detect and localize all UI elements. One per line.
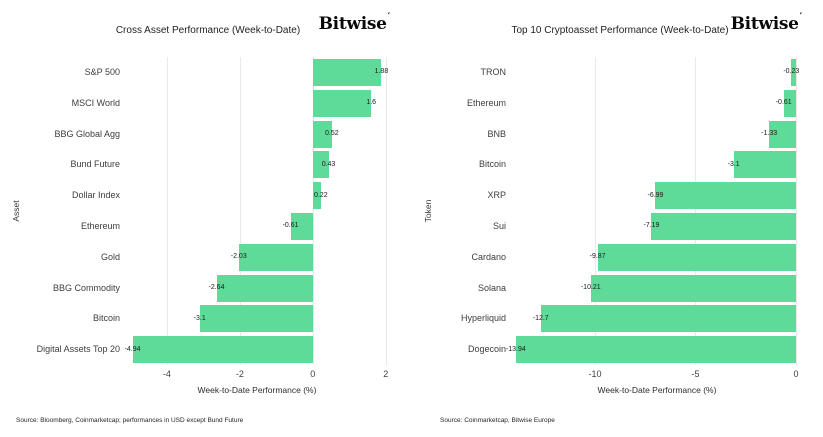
- gridline: [166, 57, 168, 365]
- bar-value-label: -13.94: [505, 345, 526, 353]
- bar: [791, 58, 796, 86]
- bitwise-logo: Bitwise′: [730, 12, 803, 34]
- chart-title: Top 10 Cryptoasset Performance (Week-to-…: [511, 25, 729, 36]
- bar-value-label: -0.61: [282, 222, 299, 230]
- cross-asset-chart-panel: Cross Asset Performance (Week-to-Date) B…: [6, 0, 410, 437]
- chart-title: Cross Asset Performance (Week-to-Date): [115, 25, 301, 36]
- bar: [515, 336, 796, 364]
- category-labels: TRON Ethereum BNB Bitcoin XRP Sui Cardano Solan…: [418, 57, 506, 365]
- bar: [540, 305, 796, 333]
- tick-label: 0: [793, 369, 799, 379]
- bar: [199, 305, 313, 333]
- tick-label: 2: [383, 369, 389, 379]
- bar: [312, 89, 372, 117]
- bar-value-label: -12.7: [532, 314, 549, 322]
- bar-value-label: -2.64: [208, 284, 225, 291]
- bar: [290, 212, 313, 240]
- bar-value-label: 1.6: [366, 99, 377, 107]
- category-label: S&P 500: [84, 67, 120, 77]
- bar-value-label: -1.33: [761, 130, 778, 137]
- bitwise-logo-text: Bitwise: [730, 14, 799, 34]
- bar: [312, 58, 382, 86]
- plot-area: 1.88 1.6 0.52 0.43 0.22 -0.61 -2.03 -2.64 -3.1 -4…: [122, 57, 392, 365]
- bar-value-label: -2.03: [230, 253, 247, 261]
- bar-value-label: 0.43: [321, 160, 336, 168]
- bar-value-label: -10.21: [580, 284, 601, 291]
- bar-value-label: 1.88: [374, 68, 389, 76]
- bar-value-label: -0.61: [775, 99, 792, 107]
- category-label: Hyperliquid: [460, 313, 506, 324]
- category-label: Solana: [477, 282, 506, 293]
- tick-label: -2: [235, 369, 244, 379]
- bar: [216, 274, 313, 302]
- category-label: Ethereum: [80, 220, 120, 231]
- bitwise-logo-mark-icon: ′: [799, 12, 803, 23]
- category-label: BNB: [487, 128, 506, 139]
- cryptoasset-chart-panel: Top 10 Cryptoasset Performance (Week-to-…: [418, 0, 822, 437]
- bar: [312, 120, 332, 148]
- category-label: MSCI World: [71, 97, 120, 108]
- bar: [312, 182, 321, 210]
- category-label: TRON: [480, 67, 507, 77]
- tick-label: -4: [162, 369, 171, 379]
- category-label: Digital Assets Top 20: [36, 344, 120, 355]
- tick-label: -5: [691, 369, 700, 379]
- plot-area: -0.23 -0.61 -1.33 -3.1 -6.99 -7.19 -9.87 -10.21…: [506, 57, 804, 365]
- bar-value-label: -4.94: [124, 345, 141, 353]
- category-label: Bund Future: [70, 159, 120, 170]
- bar: [733, 151, 796, 179]
- category-label: Gold: [100, 251, 120, 262]
- bar: [655, 182, 796, 210]
- gridline: [239, 57, 241, 365]
- bitwise-logo-text: Bitwise: [318, 14, 387, 34]
- bar-value-label: -9.87: [589, 253, 606, 261]
- tick-label: -10: [588, 369, 602, 379]
- bar: [132, 336, 313, 364]
- bar: [312, 151, 329, 179]
- bar-value-label: -3.1: [193, 314, 206, 322]
- bar: [597, 243, 796, 271]
- gridline: [695, 57, 697, 365]
- category-label: Bitcoin: [92, 313, 120, 324]
- category-label: BBG Global Agg: [54, 128, 120, 139]
- gridline: [312, 57, 314, 365]
- category-label: Dogecoin: [467, 344, 506, 355]
- bar-value-label: -7.19: [643, 222, 660, 230]
- category-label: XRP: [487, 190, 506, 201]
- x-axis-ticks: -10 -5 0: [510, 369, 804, 381]
- bar: [769, 120, 796, 148]
- category-label: BBG Commodity: [52, 282, 120, 293]
- category-label: Bitcoin: [478, 159, 506, 170]
- category-label: Ethereum: [466, 97, 506, 108]
- bitwise-logo: Bitwise′: [318, 12, 391, 34]
- bar: [651, 212, 796, 240]
- gridline: [385, 57, 387, 365]
- x-axis-ticks: -4 -2 0 2: [122, 369, 392, 381]
- bar: [590, 274, 796, 302]
- category-label: Dollar Index: [71, 190, 120, 201]
- gridline: [595, 57, 596, 365]
- bitwise-logo-mark-icon: ′: [387, 12, 391, 23]
- tick-label: 0: [310, 369, 316, 379]
- bar-value-label: -3.1: [727, 160, 740, 168]
- bar-value-label: -0.23: [783, 68, 800, 76]
- category-label: Sui: [492, 220, 506, 231]
- bar: [238, 243, 313, 271]
- source-note: Source: Coinmarketcap, Bitwise Europe: [440, 417, 555, 424]
- source-note: Source: Bloomberg, Coinmarketcap; perfor…: [16, 417, 244, 424]
- bar: [783, 89, 796, 117]
- category-labels: S&P 500 MSCI World BBG Global Agg Bund Futu…: [6, 57, 120, 365]
- x-axis-label: Week-to-Date Performance (%): [197, 385, 317, 395]
- x-axis-label: Week-to-Date Performance (%): [597, 385, 717, 395]
- bar-value-label: 0.22: [314, 191, 328, 199]
- bar-value-label: 0.52: [324, 130, 339, 137]
- gridline: [795, 57, 797, 365]
- bar-value-label: -6.99: [647, 191, 664, 199]
- category-label: Cardano: [471, 251, 506, 262]
